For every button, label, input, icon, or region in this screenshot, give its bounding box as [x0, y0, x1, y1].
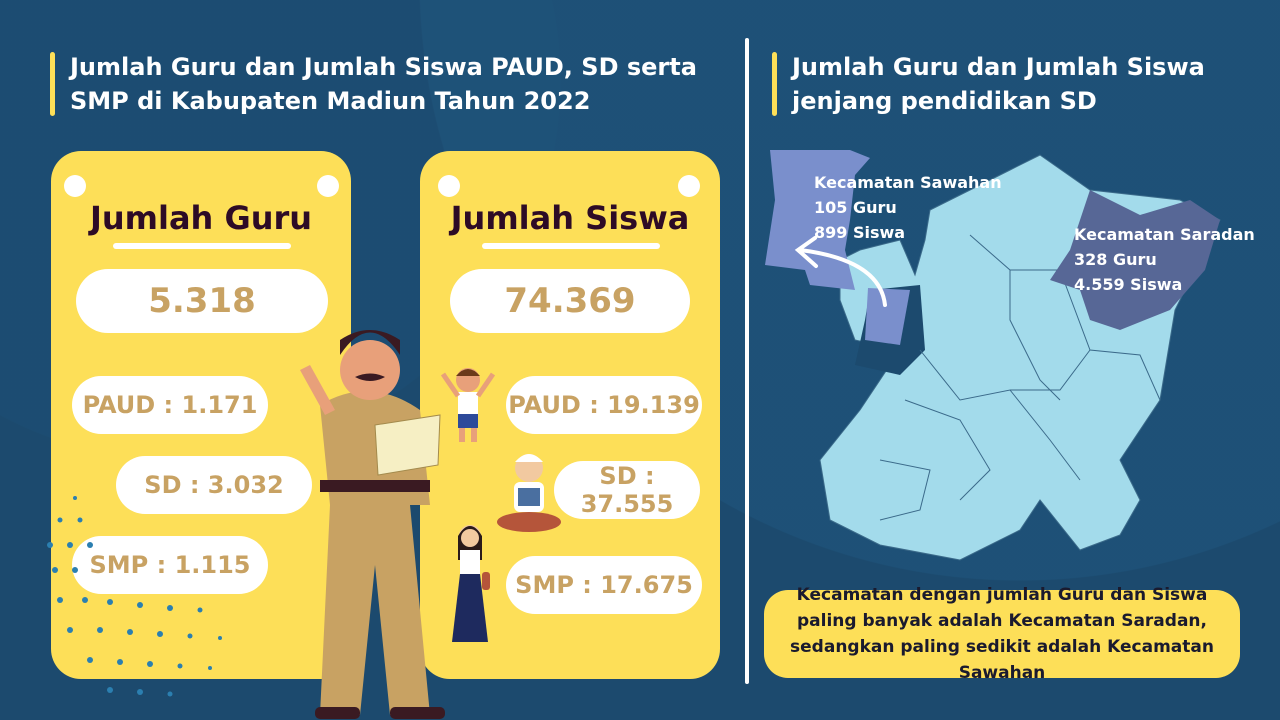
left-title: Jumlah Guru dan Jumlah Siswa PAUD, SD se…: [50, 50, 730, 118]
student-girl-illustration: [452, 525, 490, 642]
sawahan-name: Kecamatan Sawahan: [814, 173, 1002, 192]
map-region-sawahan[interactable]: [765, 150, 870, 290]
card-hole: [317, 175, 339, 197]
summary-note: Kecamatan dengan jumlah Guru dan Siswa p…: [764, 585, 1240, 683]
card-hole: [64, 175, 86, 197]
right-title-line2: jenjang pendidikan SD: [792, 87, 1097, 115]
guru-smp: SMP : 1.115: [72, 536, 268, 594]
left-title-line2: SMP di Kabupaten Madiun Tahun 2022: [70, 87, 591, 115]
dot-pattern: [47, 496, 222, 697]
sawahan-guru: 105 Guru: [814, 198, 897, 217]
left-title-line1: Jumlah Guru dan Jumlah Siswa PAUD, SD se…: [70, 53, 697, 81]
arrow-head-icon: [794, 236, 818, 268]
guru-sd: SD : 3.032: [116, 456, 312, 514]
siswa-heading: Jumlah Siswa: [450, 199, 690, 237]
guru-heading: Jumlah Guru: [89, 199, 313, 237]
heading-underline: [113, 243, 291, 249]
card-hole: [678, 175, 700, 197]
saradan-name: Kecamatan Saradan: [1074, 225, 1255, 244]
heading-underline: [482, 243, 660, 249]
siswa-total: 74.369: [450, 269, 690, 333]
madiun-map: [765, 150, 1221, 561]
teacher-illustration: [300, 330, 445, 719]
arrow-icon: [798, 248, 887, 307]
siswa-sd: SD : 37.555: [554, 461, 700, 519]
map-region-saradan[interactable]: [1050, 190, 1220, 330]
student-boy-illustration: [440, 368, 496, 442]
saradan-label: Kecamatan Saradan 328 Guru 4.559 Siswa: [1074, 222, 1255, 297]
right-title-line1: Jumlah Guru dan Jumlah Siswa: [792, 53, 1205, 81]
map-region-sawahan-inset[interactable]: [865, 288, 910, 345]
saradan-guru: 328 Guru: [1074, 250, 1157, 269]
divider: [745, 38, 749, 684]
siswa-smp: SMP : 17.675: [506, 556, 702, 614]
card-hole: [438, 175, 460, 197]
sawahan-siswa: 899 Siswa: [814, 223, 906, 242]
guru-total: 5.318: [76, 269, 328, 333]
guru-paud: PAUD : 1.171: [72, 376, 268, 434]
saradan-siswa: 4.559 Siswa: [1074, 275, 1183, 294]
sawahan-label: Kecamatan Sawahan 105 Guru 899 Siswa: [814, 170, 1002, 245]
student-reading-illustration: [497, 454, 561, 532]
right-title: Jumlah Guru dan Jumlah Siswa jenjang pen…: [772, 50, 1252, 118]
siswa-paud: PAUD : 19.139: [506, 376, 702, 434]
